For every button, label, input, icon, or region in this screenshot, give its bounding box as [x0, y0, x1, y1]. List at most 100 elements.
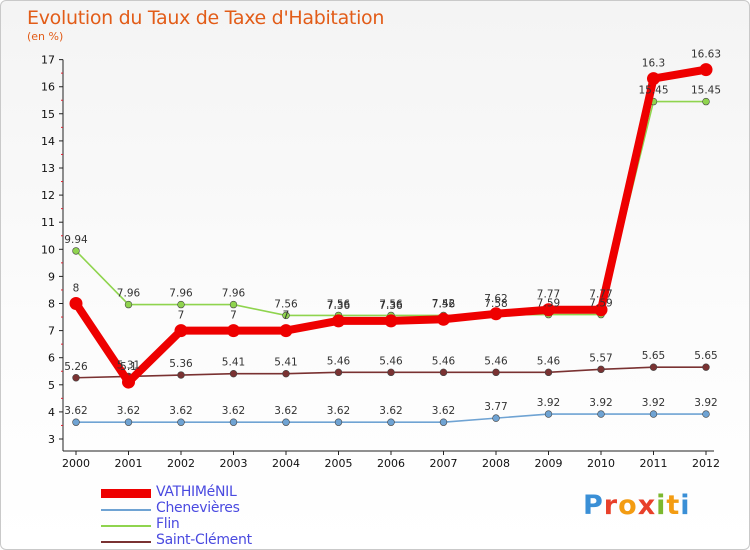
data-label: 7.36	[327, 300, 351, 312]
series-point	[387, 418, 395, 426]
legend-label: Saint-Clément	[156, 532, 252, 548]
series-point	[227, 324, 240, 338]
series-point	[492, 368, 500, 377]
series-point	[437, 312, 450, 326]
y-tick-label: 3	[48, 433, 55, 446]
x-tick-label: 2007	[430, 457, 458, 470]
x-tick-label: 2001	[115, 457, 143, 470]
data-label: 7.59	[537, 298, 560, 310]
series-point	[597, 365, 605, 374]
data-label: 7.42	[432, 298, 455, 310]
data-label: 7	[230, 310, 237, 322]
series-point	[387, 368, 395, 377]
series-point	[124, 418, 133, 426]
y-tick-label: 17	[41, 54, 55, 67]
data-label: 3.62	[379, 405, 402, 417]
data-label: 5.26	[64, 361, 88, 373]
series-line-2	[75, 100, 707, 317]
series-point	[282, 418, 290, 426]
data-label: 7.96	[169, 288, 193, 300]
series-point	[647, 72, 660, 86]
legend-label: Flin	[156, 516, 180, 532]
data-label: 5.65	[642, 350, 665, 362]
series-point	[124, 300, 133, 309]
logo-letter: r	[603, 490, 619, 521]
y-tick-label: 12	[41, 189, 55, 202]
y-tick-label: 9	[48, 270, 55, 283]
data-label: 8	[73, 283, 80, 295]
series-point	[72, 247, 80, 255]
series-point	[489, 307, 503, 321]
y-tick-label: 5	[48, 379, 55, 392]
chart-subtitle: (en %)	[27, 30, 64, 43]
data-label: 5.36	[169, 358, 193, 370]
data-label: 7.62	[484, 293, 507, 305]
data-label: 5.65	[694, 350, 717, 362]
data-label: 7	[283, 310, 290, 322]
series-point	[702, 410, 710, 418]
series-point	[177, 418, 185, 426]
data-label: 5.31	[117, 359, 140, 371]
series-point	[702, 97, 710, 106]
data-label: 3.92	[694, 397, 717, 409]
data-label: 7.56	[432, 298, 456, 310]
x-tick-label: 2003	[220, 457, 248, 470]
data-label: 5.46	[327, 355, 351, 367]
legend-swatch	[101, 509, 151, 511]
series-point	[174, 324, 188, 338]
y-tick-label: 16	[41, 81, 55, 94]
data-label: 16.3	[642, 58, 665, 70]
series-point	[594, 303, 608, 317]
y-tick-label: 8	[48, 298, 55, 311]
data-label: 5.41	[222, 357, 245, 369]
data-label: 7.96	[117, 288, 141, 300]
data-label: 7.56	[327, 298, 351, 310]
data-label: 7.56	[274, 298, 298, 310]
logo-letter: x	[637, 490, 657, 521]
legend-swatch	[101, 541, 151, 543]
data-label: 16.63	[691, 49, 721, 61]
series-point	[69, 297, 83, 310]
data-label: 9.94	[64, 234, 88, 246]
data-label: 5.46	[432, 355, 456, 367]
data-label: 5.46	[484, 355, 508, 367]
series-point	[544, 368, 553, 377]
x-tick-label: 2000	[62, 457, 90, 470]
data-label: 3.62	[274, 405, 297, 417]
data-label: 3.62	[169, 405, 192, 417]
data-label: 7.77	[589, 289, 612, 301]
series-line-0	[72, 65, 710, 387]
x-tick-label: 2010	[587, 457, 615, 470]
logo-letter: i	[656, 490, 667, 521]
data-label: 3.92	[537, 397, 560, 409]
y-tick-label: 14	[41, 135, 55, 148]
data-label: 7.36	[379, 300, 403, 312]
series-point	[279, 324, 293, 338]
x-tick-label: 2004	[272, 457, 300, 470]
series-lines	[69, 63, 713, 426]
series-point	[177, 300, 185, 309]
series-point	[439, 418, 448, 426]
data-labels: 8 5.1 7 7 7 7.36 7.36 7.42 7.62 7.77 7.77 16.3 16.63…	[64, 49, 721, 418]
data-label: 7	[178, 310, 185, 322]
logo-letter: o	[618, 490, 638, 521]
series-point	[492, 414, 500, 422]
proxiti-logo: Proxiti	[583, 490, 691, 521]
series-point	[439, 368, 448, 377]
legend-swatch	[101, 489, 151, 498]
series-point	[334, 418, 343, 426]
legend-label: Chenevières	[156, 500, 240, 516]
logo-letter: P	[583, 490, 604, 521]
series-point	[649, 410, 658, 418]
data-label: 3.77	[484, 401, 507, 413]
data-label: 7.56	[379, 298, 403, 310]
logo-letter: i	[680, 490, 691, 521]
series-point	[384, 314, 398, 328]
axes: 3 4 5 6 7 8 9 10 11 12 13 14 15 16 17 2000 2001 2002 2003 2…	[41, 54, 720, 470]
data-label: 7.96	[222, 288, 246, 300]
series-point	[229, 418, 238, 426]
legend-label: VATHIMéNIL	[156, 484, 237, 500]
data-label: 3.62	[222, 405, 245, 417]
data-label: 3.62	[117, 405, 140, 417]
